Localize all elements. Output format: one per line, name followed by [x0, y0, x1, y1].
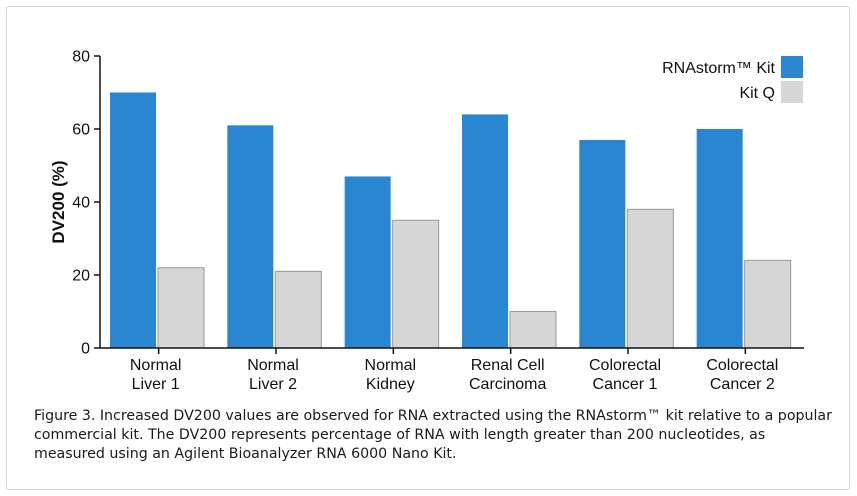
legend-label-rnastorm: RNAstorm™ Kit	[662, 60, 775, 77]
bar-rnastorm-5	[696, 129, 743, 348]
figure-caption: Figure 3. Increased DV200 values are obs…	[34, 408, 832, 462]
x-tick-label: Normal	[365, 357, 417, 374]
legend-swatch-kit-q	[781, 81, 803, 103]
y-tick-label: 60	[72, 122, 90, 139]
legend-swatch-rnastorm	[781, 56, 803, 78]
bar-rnastorm-0	[110, 92, 156, 348]
x-tick-label: Carcinoma	[469, 376, 546, 393]
y-tick-label: 20	[72, 268, 90, 285]
bar-kit-q-3	[509, 311, 557, 349]
y-tick-label: 80	[72, 49, 90, 66]
x-tick-label: Normal	[130, 357, 182, 374]
y-axis-label: DV200 (%)	[49, 160, 68, 243]
bar-rnastorm-2	[344, 176, 391, 348]
bar-rnastorm-4	[579, 139, 626, 348]
x-tick-label: Cancer 1	[593, 376, 658, 393]
bar-chart: 0 20 40 60 80 DV200 (%) Normal Liver 1 Normal Liv…	[49, 49, 804, 393]
x-tick-label: Kidney	[366, 376, 415, 393]
bar-rnastorm-1	[227, 125, 274, 348]
x-tick-label: Liver 2	[249, 376, 297, 393]
x-tick-label: Colorectal	[589, 357, 661, 374]
y-tick-label: 40	[72, 195, 90, 212]
bar-kit-q-2	[392, 219, 440, 349]
x-tick-label: Renal Cell	[471, 357, 545, 374]
bar-kit-q-5	[744, 259, 792, 349]
bar-kit-q-0	[157, 267, 205, 349]
x-tick-label: Normal	[247, 357, 299, 374]
x-tick-label: Cancer 2	[710, 376, 775, 393]
bar-kit-q-1	[274, 270, 322, 349]
bar-rnastorm-3	[462, 114, 508, 349]
bar-kit-q-4	[626, 208, 674, 349]
legend-label-kit-q: Kit Q	[739, 85, 775, 102]
y-tick-label: 0	[81, 341, 90, 358]
x-tick-label: Liver 1	[132, 376, 180, 393]
x-tick-label: Colorectal	[706, 357, 778, 374]
